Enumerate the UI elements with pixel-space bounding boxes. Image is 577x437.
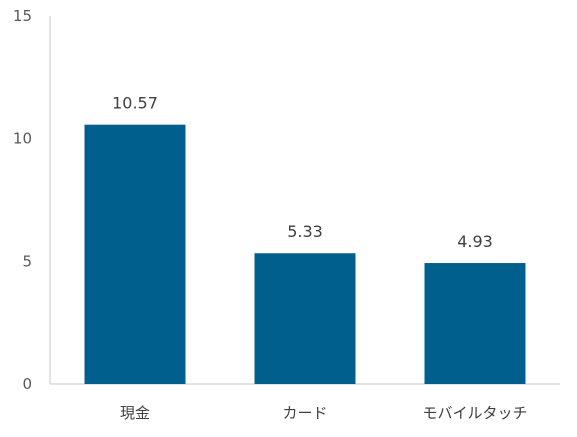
bar — [424, 263, 526, 384]
x-category-label: カード — [282, 404, 327, 422]
y-tick-label: 5 — [22, 252, 32, 270]
bar — [84, 124, 186, 384]
y-tick-label: 10 — [13, 130, 32, 148]
x-category-label: 現金 — [120, 404, 150, 422]
data-label: 5.33 — [287, 222, 323, 241]
x-category-label: モバイルタッチ — [422, 404, 527, 422]
data-label: 4.93 — [457, 232, 493, 251]
bar — [254, 253, 356, 384]
chart-labels: 0 5 10 15 10.57 現金 5.33 カード 4.93 モバイルタッチ — [13, 7, 528, 422]
chart-bars — [84, 124, 526, 384]
y-tick-label: 0 — [22, 375, 32, 393]
y-tick-label: 15 — [13, 7, 32, 25]
data-label: 10.57 — [112, 94, 158, 113]
